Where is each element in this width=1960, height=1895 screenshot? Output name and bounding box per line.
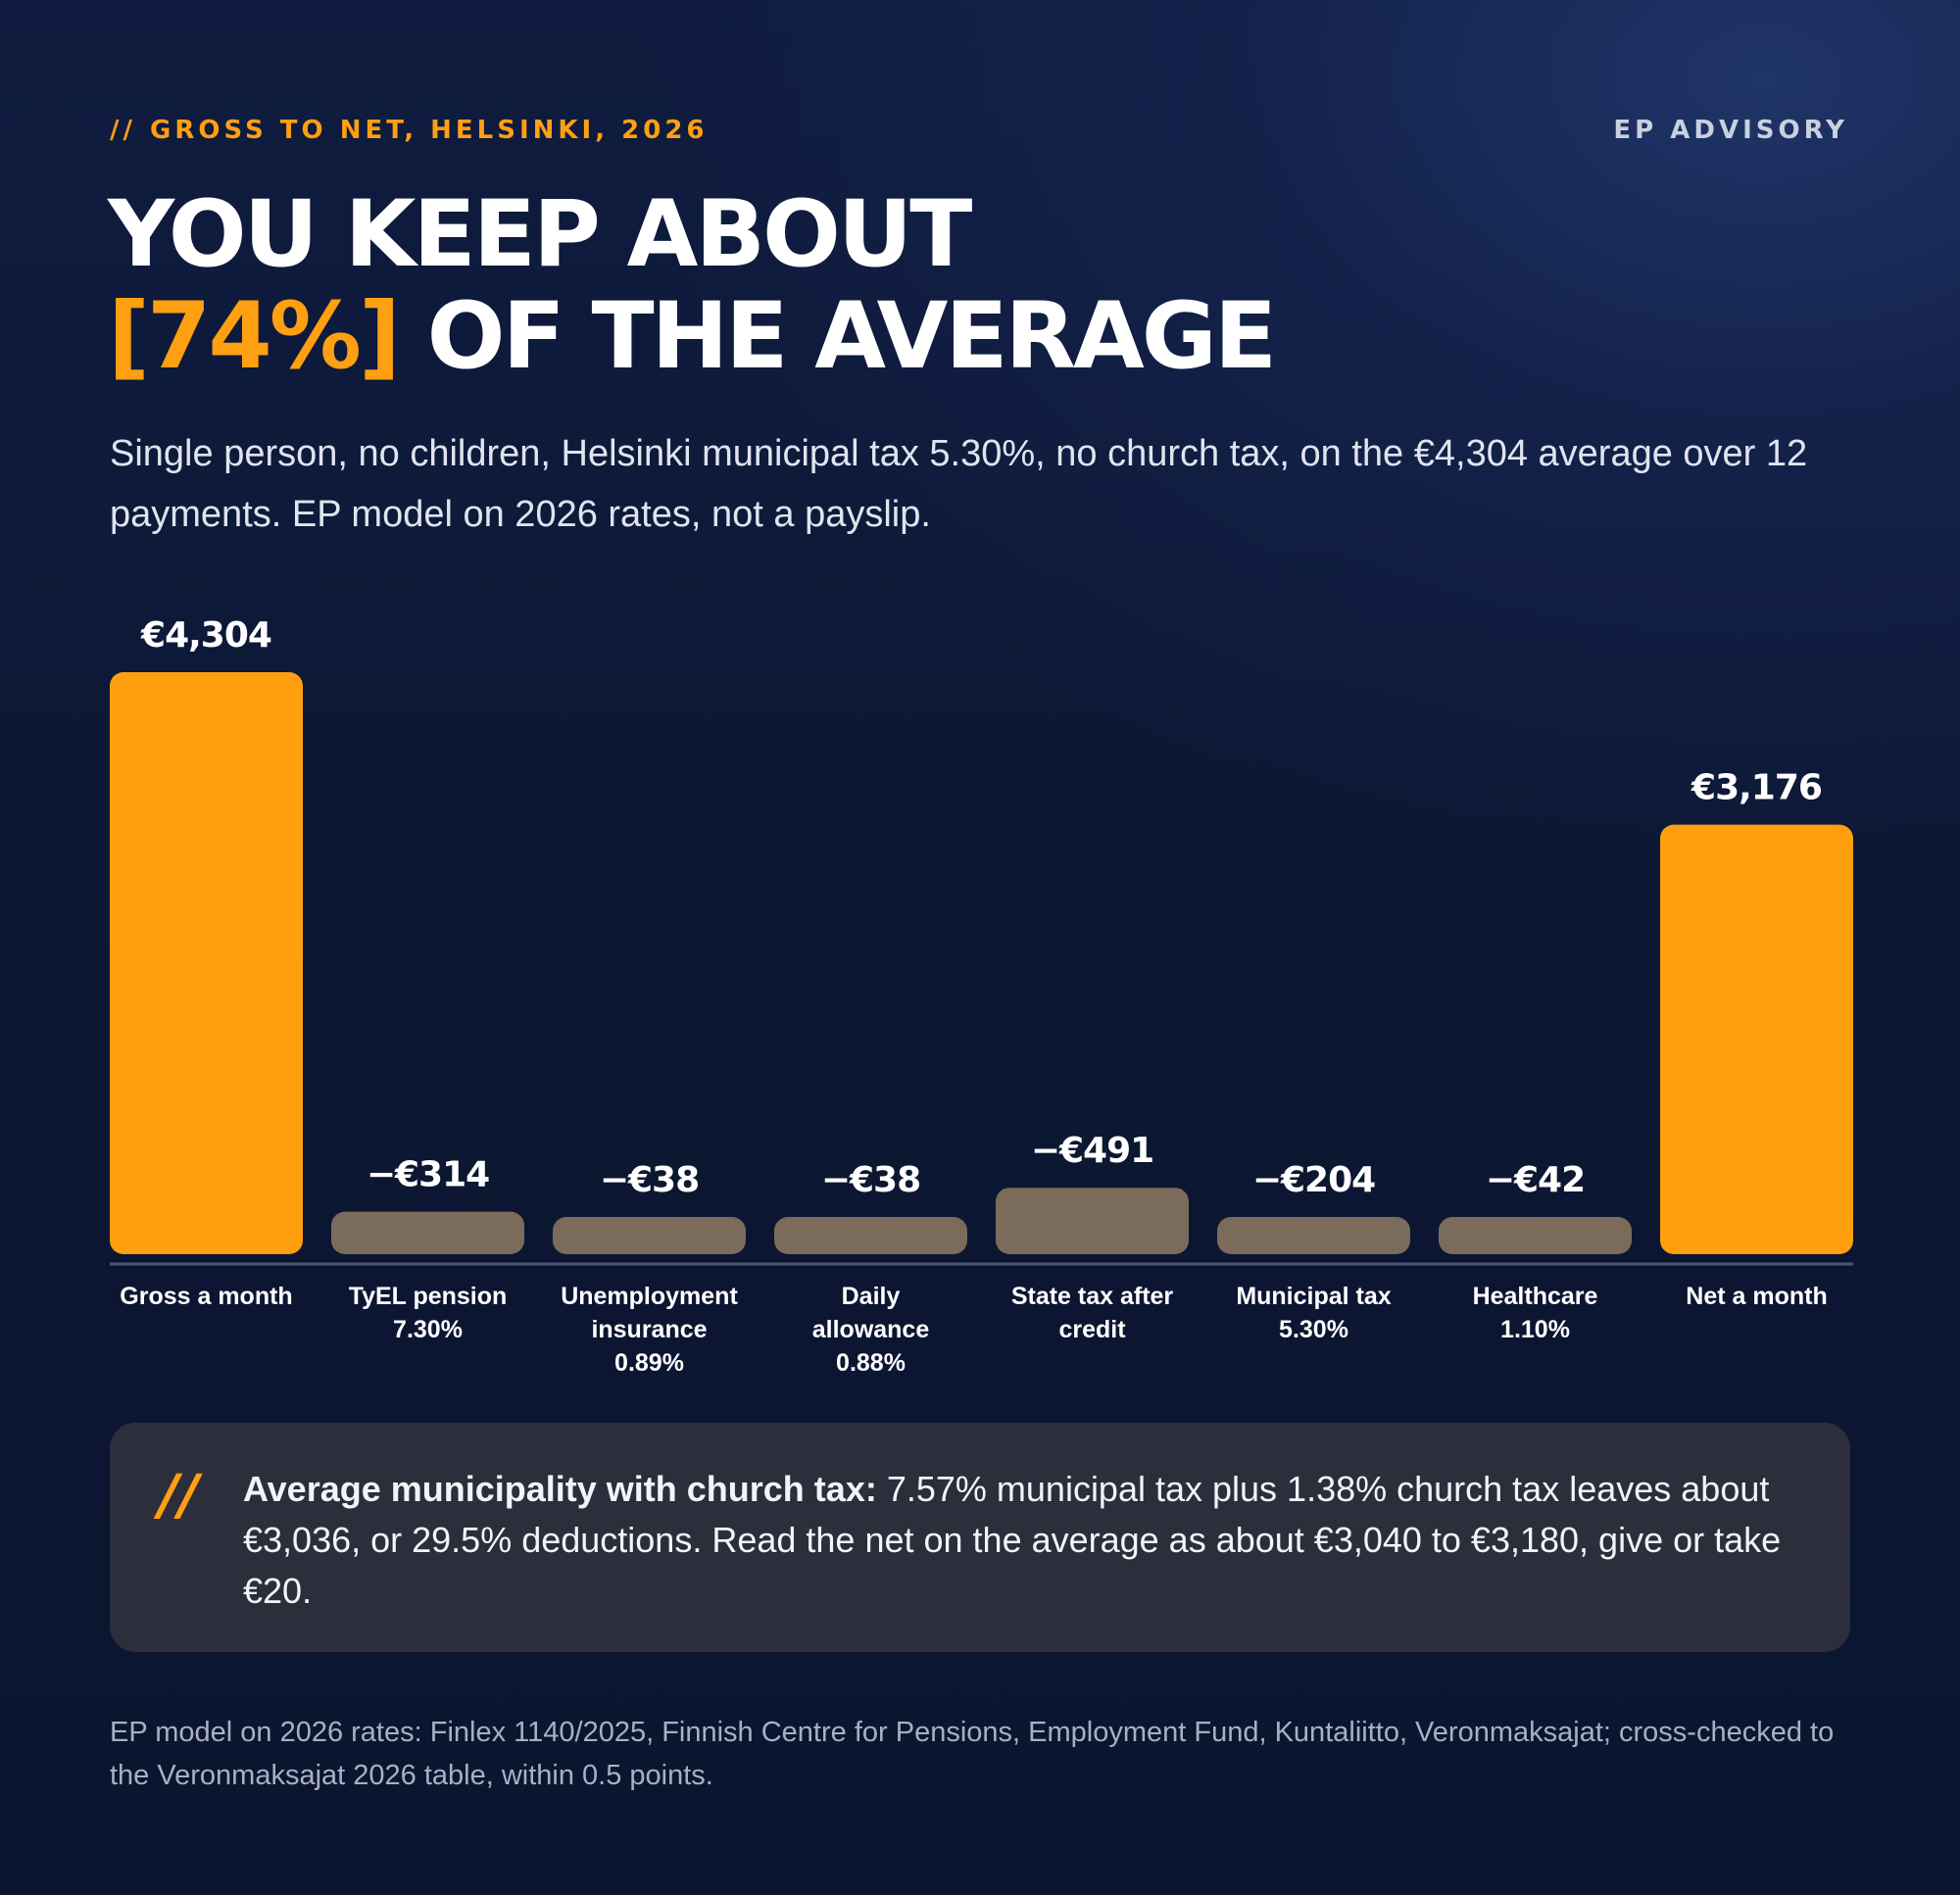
bar-value-label: €4,304 <box>140 615 271 656</box>
category-label-line: 7.30% <box>393 1316 463 1343</box>
category-label-line: State tax after <box>1011 1283 1174 1310</box>
bar-chart: €4,304 Gross a month −€314 TyEL pension 7.30… <box>110 615 1853 1377</box>
category-label-line: Net a month <box>1686 1283 1827 1310</box>
category-label-line: Gross a month <box>120 1283 292 1310</box>
callout-text: Average municipality with church tax: 7.… <box>243 1464 1791 1617</box>
bar-8 <box>1660 824 1853 1254</box>
category-label-line: 5.30% <box>1279 1316 1348 1343</box>
category-label-line: Healthcare <box>1473 1283 1598 1310</box>
category-label-line: credit <box>1058 1316 1126 1343</box>
source-note: EP model on 2026 rates: Finlex 1140/2025… <box>110 1717 1835 1791</box>
headline: YOU KEEP ABOUT [74%] OF THE AVERAGE <box>108 181 1277 390</box>
chart-kicker: // GROSS TO NET, HELSINKI, 2026 <box>110 116 709 145</box>
category-label-line: Unemployment <box>561 1283 738 1310</box>
headline-line-1: YOU KEEP ABOUT <box>108 181 972 288</box>
category-label-line: 0.88% <box>836 1349 906 1377</box>
bar-3 <box>553 1217 746 1254</box>
category-label: Unemployment insurance 0.89% <box>561 1283 738 1377</box>
category-label: Gross a month <box>120 1283 292 1310</box>
bar-1 <box>110 672 303 1254</box>
bar-value-label: −€491 <box>1031 1131 1153 1171</box>
category-label: Healthcare 1.10% <box>1473 1283 1598 1343</box>
category-label: Net a month <box>1686 1283 1827 1310</box>
headline-line-2: [74%] OF THE AVERAGE <box>108 283 1277 390</box>
bar-value-label: −€38 <box>600 1160 699 1200</box>
category-label-line: 0.89% <box>614 1349 684 1377</box>
brand-name: EP ADVISORY <box>1613 116 1848 145</box>
bar-value-label: −€314 <box>367 1155 489 1195</box>
category-label-line: Municipal tax <box>1236 1283 1391 1310</box>
callout-body: 7.57% municipal tax plus 1.38% church ta… <box>243 1469 1782 1611</box>
callout-bold-lead: Average municipality with church tax: <box>243 1469 877 1509</box>
category-label: Daily allowance 0.88% <box>812 1283 930 1377</box>
category-label: Municipal tax 5.30% <box>1236 1283 1391 1343</box>
category-label-line: 1.10% <box>1500 1316 1570 1343</box>
kicker-slashes: // <box>110 116 136 145</box>
callout-slash-mark: // <box>159 1464 199 1528</box>
bar-value-label: −€38 <box>821 1160 920 1200</box>
category-label: State tax after credit <box>1011 1283 1174 1343</box>
headline-highlight: [74%] <box>108 283 401 390</box>
bar-7 <box>1439 1217 1632 1254</box>
category-label-line: TyEL pension <box>349 1283 508 1310</box>
subtitle: Single person, no children, Helsinki mun… <box>110 433 1808 535</box>
category-label-line: insurance <box>591 1316 707 1343</box>
bar-2 <box>331 1211 524 1254</box>
headline-line-2-text: OF THE AVERAGE <box>426 283 1277 390</box>
bar-6 <box>1217 1217 1410 1254</box>
callout-box: // Average municipality with church tax:… <box>110 1423 1850 1652</box>
bar-4 <box>774 1217 967 1254</box>
category-label: TyEL pension 7.30% <box>349 1283 508 1343</box>
kicker-text: GROSS TO NET, HELSINKI, 2026 <box>150 116 709 145</box>
bar-value-label: −€42 <box>1486 1160 1585 1200</box>
category-label-line: allowance <box>812 1316 930 1343</box>
bar-value-label: €3,176 <box>1690 768 1822 808</box>
bar-5 <box>996 1188 1189 1254</box>
category-label-line: Daily <box>842 1283 901 1310</box>
bar-value-label: −€204 <box>1252 1160 1375 1200</box>
